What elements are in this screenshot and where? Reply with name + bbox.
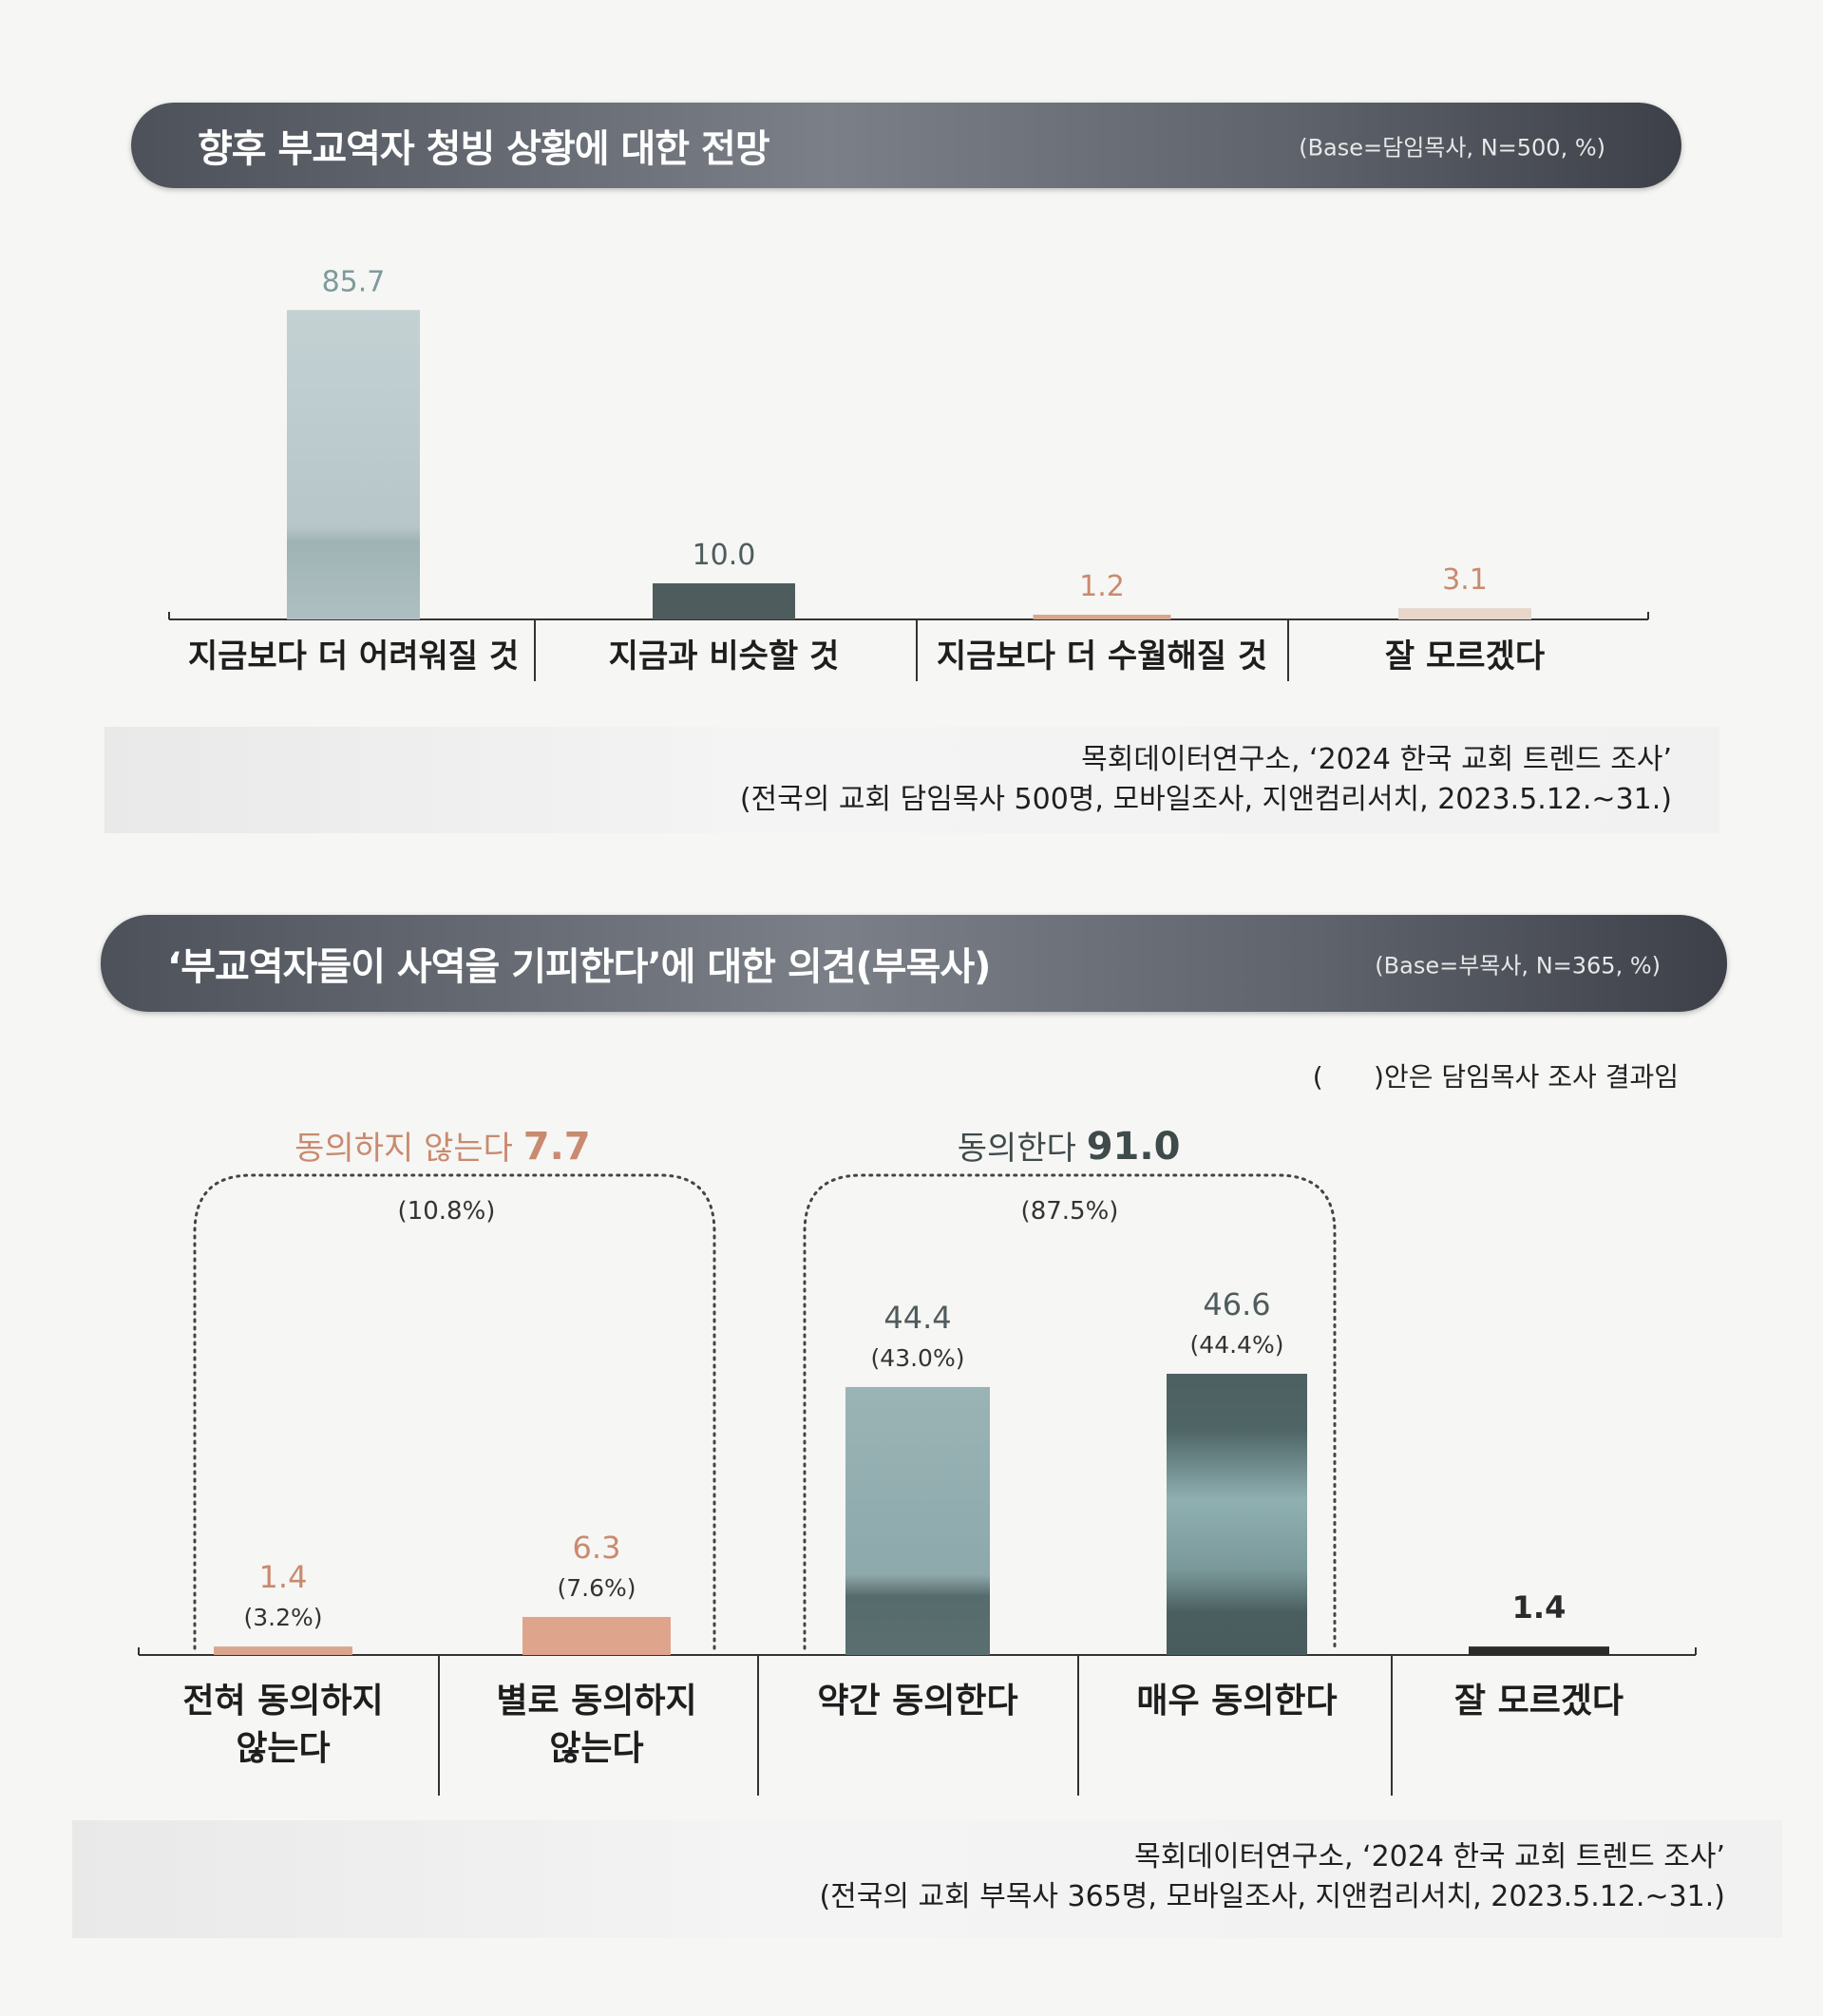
chart1-category-label: 지금과 비슷할 것 — [609, 637, 840, 675]
chart2-title-banner: ‘부교역자들이 사역을 기피한다’에 대한 의견(부목사) (Base=부목사,… — [101, 915, 1727, 1012]
chart2-bar — [522, 1616, 671, 1655]
chart1-source-line1: 목회데이터연구소, ‘2024 한국 교회 트렌드 조사’ — [1081, 743, 1672, 776]
agree-group-bracket — [803, 1173, 1337, 1650]
chart1-category-label: 잘 모르겠다 — [1385, 637, 1545, 675]
chart2-value-label: 1.4 — [1512, 1589, 1567, 1626]
chart2-value-label: 6.3 — [573, 1530, 621, 1566]
chart2-bar — [1469, 1646, 1609, 1655]
chart2-category-label: 않는다 — [236, 1729, 330, 1768]
chart1-value-label: 3.1 — [1442, 563, 1488, 597]
chart1-title-banner: 향후 부교역자 청빙 상황에 대한 전망 (Base=담임목사, N=500, … — [131, 103, 1681, 188]
chart2-value-label: 46.6 — [1203, 1286, 1270, 1322]
chart1-value-label: 10.0 — [693, 539, 756, 572]
chart1-plot: 85.7 지금보다 더 어려워질 것 10.0 지금과 비슷할 것 1.2 지금보다 더 … — [168, 265, 1649, 681]
chart2-source-line1: 목회데이터연구소, ‘2024 한국 교회 트렌드 조사’ — [1134, 1840, 1725, 1873]
chart2-bar — [214, 1646, 352, 1655]
chart2-category-label: 약간 동의한다 — [817, 1682, 1017, 1721]
disagree-group-bracket — [193, 1173, 716, 1650]
disagree-group-text: 동의하지 않는다 — [294, 1130, 523, 1168]
chart2-source: 목회데이터연구소, ‘2024 한국 교회 트렌드 조사’ (전국의 교회 부목… — [72, 1820, 1782, 1938]
chart1-bar — [1398, 608, 1531, 619]
chart1-source: 목회데이터연구소, ‘2024 한국 교회 트렌드 조사’ (전국의 교회 담임… — [104, 727, 1719, 833]
chart2-bar — [845, 1386, 990, 1655]
chart1-bar — [287, 310, 420, 619]
chart1-bar — [1033, 615, 1171, 619]
chart2-value-label: 44.4 — [883, 1300, 951, 1336]
chart2-category-label: 별로 동의하지 — [496, 1682, 696, 1721]
chart2-senior-value-label: (43.0%) — [871, 1344, 965, 1372]
agree-group-text: 동의한다 — [957, 1130, 1087, 1168]
agree-group-value: 91.0 — [1086, 1125, 1181, 1169]
agree-senior-total: (87.5%) — [1020, 1197, 1119, 1226]
disagree-senior-total: (10.8%) — [397, 1197, 496, 1226]
chart2-category-label: 잘 모르겠다 — [1454, 1682, 1624, 1721]
chart2-title: ‘부교역자들이 사역을 기피한다’에 대한 의견(부목사) — [167, 945, 991, 989]
chart1-base-note: (Base=담임목사, N=500, %) — [1299, 134, 1605, 162]
chart1-source-line2: (전국의 교회 담임목사 500명, 모바일조사, 지앤컴리서치, 2023.5… — [739, 783, 1672, 816]
disagree-group-value: 7.7 — [522, 1125, 591, 1169]
chart2-bar — [1167, 1374, 1307, 1655]
chart2-source-line2: (전국의 교회 부목사 365명, 모바일조사, 지앤컴리서치, 2023.5.… — [819, 1880, 1725, 1913]
agree-group-label: 동의한다 91.0 — [912, 1104, 1216, 1169]
chart2-senior-value-label: (7.6%) — [557, 1574, 636, 1602]
chart1-value-label: 1.2 — [1079, 570, 1125, 603]
chart1-bar — [653, 583, 795, 619]
chart2-value-label: 1.4 — [259, 1559, 308, 1595]
chart1-category-label: 지금보다 더 어려워질 것 — [188, 637, 519, 675]
chart2-category-label: 않는다 — [549, 1729, 643, 1768]
chart2-senior-value-label: (3.2%) — [243, 1604, 322, 1631]
chart1-category-label: 지금보다 더 수월해질 것 — [937, 637, 1267, 675]
chart2-senior-value-label: (44.4%) — [1190, 1331, 1284, 1359]
chart2-senior-note: ( )안은 담임목사 조사 결과임 — [1312, 1061, 1679, 1093]
chart1-value-label: 85.7 — [322, 265, 386, 298]
chart2-base-note: (Base=부목사, N=365, %) — [1375, 952, 1661, 979]
disagree-group-label: 동의하지 않는다 7.7 — [285, 1104, 591, 1169]
chart2-category-label: 매우 동의한다 — [1136, 1682, 1337, 1721]
chart2-category-label: 전혀 동의하지 — [182, 1682, 383, 1721]
chart1-title: 향후 부교역자 청빙 상황에 대한 전망 — [198, 127, 770, 171]
